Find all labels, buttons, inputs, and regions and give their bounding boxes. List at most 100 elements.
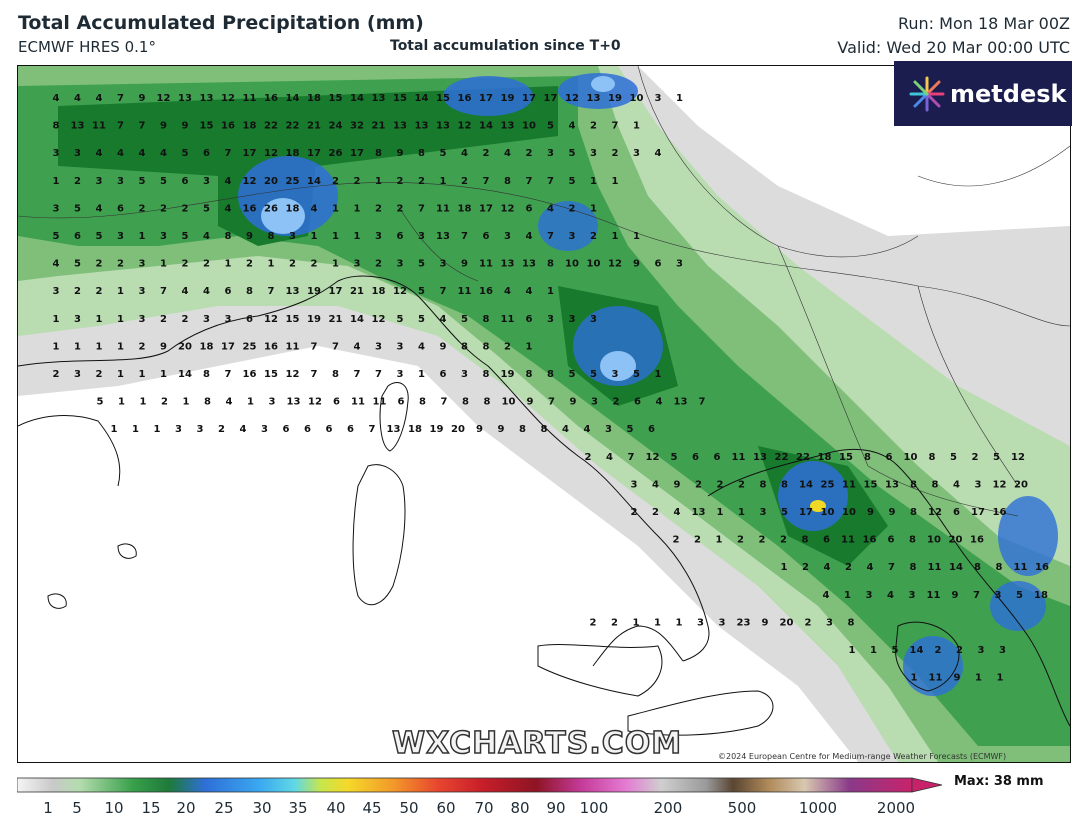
grid-value-label: 13 [501, 259, 515, 270]
grid-value-label: 1 [139, 369, 146, 380]
grid-value-label: 1 [633, 231, 640, 242]
grid-value-label: 12 [501, 203, 515, 214]
grid-value-label: 19 [608, 93, 622, 104]
grid-value-label: 8 [910, 562, 917, 573]
grid-value-label: 12 [458, 121, 472, 132]
grid-value-label: 1 [781, 562, 788, 573]
grid-value-label: 4 [160, 148, 167, 159]
grid-value-label: 3 [375, 231, 382, 242]
grid-value-label: 2 [461, 176, 468, 187]
grid-value-label: 1 [117, 286, 124, 297]
grid-value-label: 3 [139, 314, 146, 325]
grid-value-label: 15 [436, 93, 450, 104]
model-label: ECMWF HRES 0.1° [18, 38, 156, 56]
grid-value-label: 5 [182, 148, 189, 159]
grid-value-label: 3 [631, 479, 638, 490]
grid-value-label: 6 [304, 424, 311, 435]
scale-tick-label: 1 [43, 799, 53, 817]
grid-value-label: 18 [243, 121, 257, 132]
grid-value-label: 25 [821, 479, 835, 490]
grid-value-label: 1 [225, 259, 232, 270]
grid-value-label: 8 [910, 479, 917, 490]
grid-value-label: 14 [415, 93, 429, 104]
grid-value-label: 4 [655, 148, 662, 159]
grid-value-label: 11 [436, 203, 450, 214]
grid-value-label: 18 [1034, 590, 1048, 601]
grid-value-label: 22 [286, 121, 300, 132]
grid-value-label: 1 [654, 617, 661, 628]
grid-value-label: 3 [397, 259, 404, 270]
grid-value-label: 3 [440, 259, 447, 270]
grid-value-label: 4 [461, 148, 468, 159]
grid-value-label: 12 [286, 369, 300, 380]
grid-value-label: 11 [92, 121, 106, 132]
grid-value-label: 8 [932, 479, 939, 490]
grid-value-label: 6 [74, 231, 81, 242]
grid-value-label: 8 [909, 535, 916, 546]
grid-value-label: 5 [182, 231, 189, 242]
grid-value-label: 2 [805, 617, 812, 628]
grid-value-label: 5 [547, 121, 554, 132]
grid-value-label: 1 [440, 176, 447, 187]
grid-value-label: 14 [910, 645, 924, 656]
scale-tick-label: 15 [141, 799, 161, 817]
grid-value-label: 6 [203, 148, 210, 159]
grid-value-label: 13 [436, 231, 450, 242]
grid-value-label: 3 [547, 314, 554, 325]
grid-value-label: 17 [243, 148, 257, 159]
grid-value-label: 9 [889, 507, 896, 518]
grid-value-label: 6 [526, 314, 533, 325]
grid-value-label: 20 [178, 341, 192, 352]
scale-tick-label: 40 [326, 799, 346, 817]
grid-value-label: 20 [1014, 479, 1028, 490]
grid-value-label: 11 [732, 452, 746, 463]
grid-value-label: 8 [203, 369, 210, 380]
grid-value-label: 1 [53, 314, 60, 325]
grid-value-label: 9 [867, 507, 874, 518]
grid-value-label: 13 [501, 121, 515, 132]
grid-value-label: 5 [627, 424, 634, 435]
scale-tick-label: 10 [104, 799, 124, 817]
grid-value-label: 10 [587, 259, 601, 270]
grid-value-label: 1 [53, 176, 60, 187]
grid-value-label: 2 [289, 259, 296, 270]
grid-value-label: 4 [226, 397, 233, 408]
grid-value-label: 2 [590, 231, 597, 242]
grid-value-label: 22 [775, 452, 789, 463]
grid-value-label: 1 [612, 176, 619, 187]
grid-value-label: 9 [160, 341, 167, 352]
grid-value-label: 2 [375, 203, 382, 214]
grid-value-label: 15 [200, 121, 214, 132]
grid-value-label: 9 [461, 259, 468, 270]
grid-value-label: 17 [350, 148, 364, 159]
grid-value-label: 13 [393, 121, 407, 132]
grid-value-label: 2 [74, 286, 81, 297]
grid-value-label: 9 [762, 617, 769, 628]
grid-value-label: 2 [504, 341, 511, 352]
grid-value-label: 4 [606, 452, 613, 463]
precipitation-map[interactable]: 4 4 4 7 9 12 13 13 12 11 16 14 18 15 14 13 15 14 15 16 17 19 1… [17, 65, 1071, 763]
grid-value-label: 5 [633, 369, 640, 380]
grid-value-label: 6 [888, 535, 895, 546]
grid-value-label: 6 [648, 424, 655, 435]
grid-value-label: 8 [974, 562, 981, 573]
grid-value-label: 4 [53, 259, 60, 270]
grid-value-label: 14 [350, 314, 364, 325]
grid-value-label: 5 [96, 231, 103, 242]
grid-value-label: 6 [326, 424, 333, 435]
grid-value-label: 7 [117, 93, 124, 104]
grid-value-label: 18 [200, 341, 214, 352]
grid-value-label: 2 [74, 176, 81, 187]
grid-value-label: 1 [53, 341, 60, 352]
grid-value-label: 5 [440, 148, 447, 159]
grid-value-label: 4 [504, 148, 511, 159]
grid-value-label: 21 [372, 121, 386, 132]
grid-value-label: 7 [699, 397, 706, 408]
grid-value-label: 8 [547, 259, 554, 270]
grid-value-label: 3 [676, 259, 683, 270]
grid-value-label: 16 [993, 507, 1007, 518]
grid-value-label: 2 [611, 617, 618, 628]
grid-value-label: 3 [697, 617, 704, 628]
grid-value-label: 7 [311, 369, 318, 380]
grid-value-label: 3 [261, 424, 268, 435]
